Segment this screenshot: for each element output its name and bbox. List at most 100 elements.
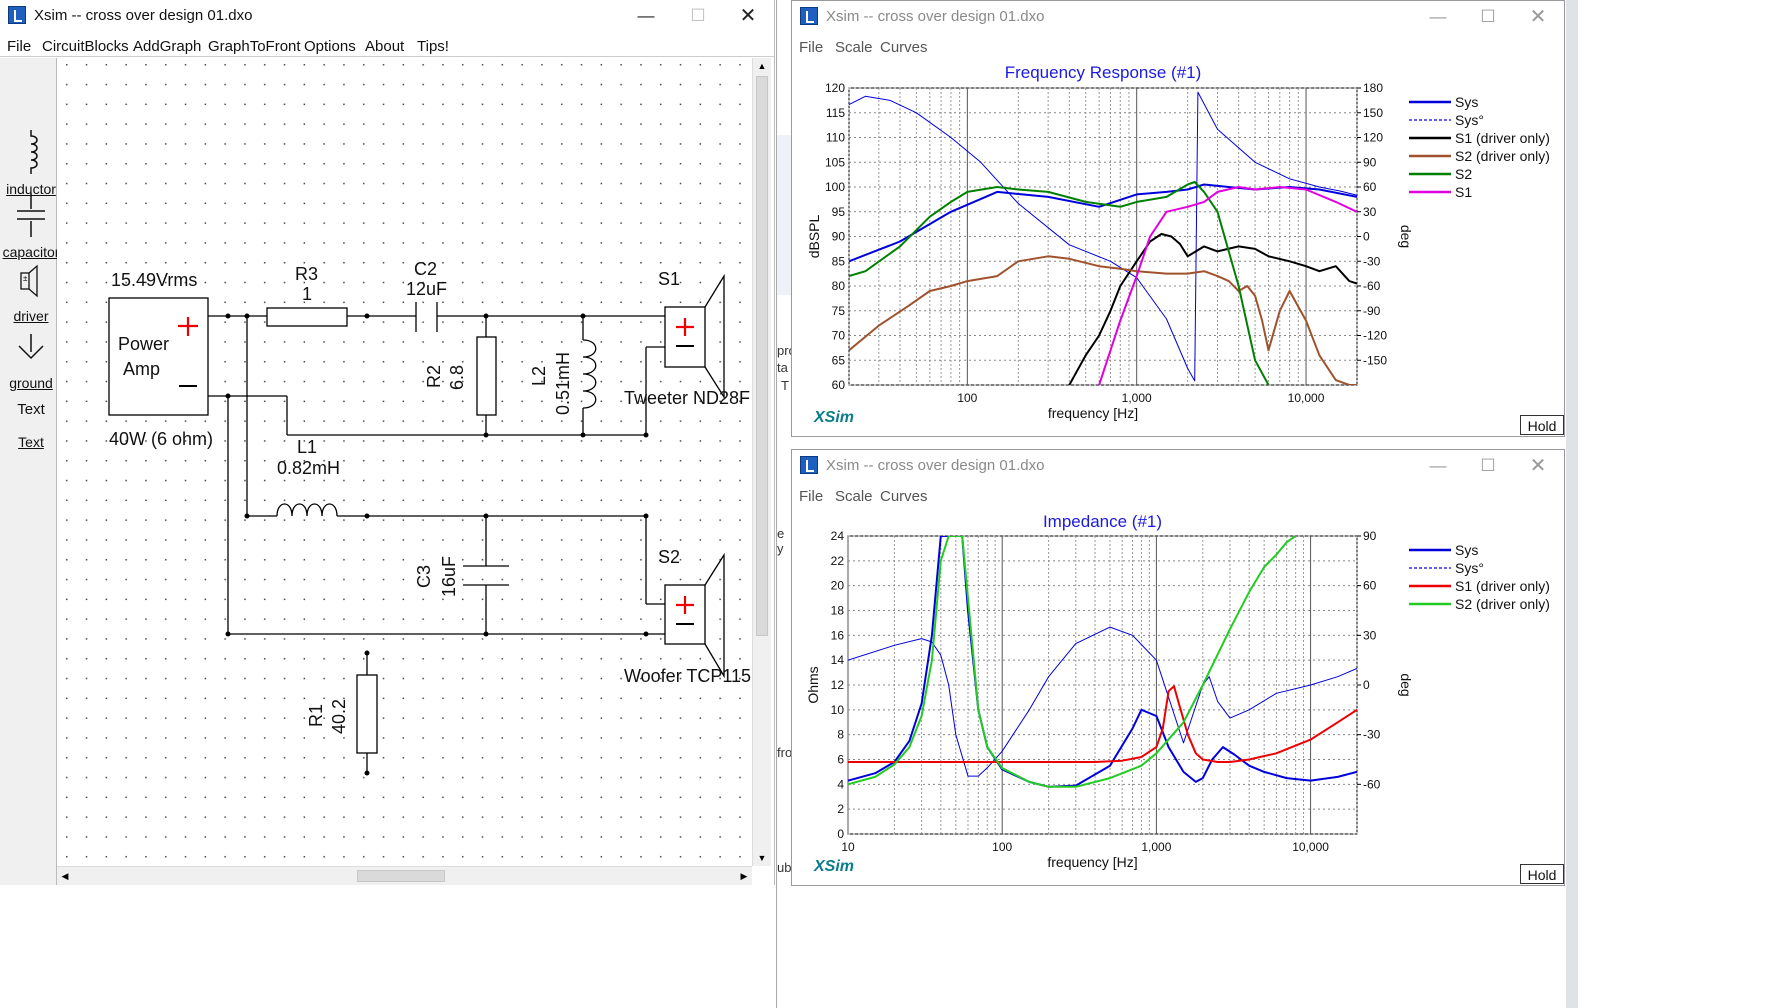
scroll-left-icon[interactable]: ◀: [61, 871, 69, 881]
c2-name: C2: [414, 259, 437, 279]
menu-tips[interactable]: Tips!: [417, 38, 449, 55]
menu-file[interactable]: File: [7, 38, 32, 55]
y2-tick-label: 180: [1363, 81, 1383, 95]
scroll-thumb[interactable]: [756, 76, 768, 636]
component-palette: inductor capacitor ± driver gr: [0, 58, 59, 998]
x-tick-label: 1,000: [1122, 391, 1152, 405]
menu-curves[interactable]: Curves: [880, 39, 928, 56]
scroll-down-icon[interactable]: ▼: [757, 853, 767, 863]
series-line-s2: [849, 181, 1270, 385]
menu-options[interactable]: Options: [304, 38, 356, 55]
maximize-icon[interactable]: ☐: [1480, 456, 1496, 475]
fr-titlebar[interactable]: Xsim -- cross over design 01.dxo — ☐ ✕: [792, 1, 1564, 33]
x-tick-label: 10,000: [1288, 391, 1325, 405]
horizontal-scrollbar[interactable]: ◀ ▶: [57, 866, 752, 885]
y2-tick-label: 0: [1363, 230, 1370, 244]
c2-value: 12uF: [406, 279, 447, 299]
y-tick-label: 60: [832, 378, 846, 392]
xsim-watermark: XSim: [813, 858, 854, 875]
y2-tick-label: 120: [1363, 131, 1383, 145]
palette-inductor[interactable]: inductor: [0, 128, 62, 197]
l1-value: 0.82mH: [277, 458, 340, 478]
menu-graphtofront[interactable]: GraphToFront: [208, 38, 301, 55]
close-icon[interactable]: ✕: [1529, 455, 1547, 477]
minimize-icon[interactable]: —: [637, 6, 655, 25]
palette-text[interactable]: Text: [0, 401, 62, 418]
maximize-icon[interactable]: ☐: [1480, 7, 1496, 26]
r2-name: R2: [424, 365, 444, 388]
palette-label: Text: [18, 434, 44, 450]
schematic-canvas[interactable]: 15.49Vrms Power Amp 40W (6 ohm) R3 1 C2 …: [57, 58, 752, 866]
menu-addgraph[interactable]: AddGraph: [133, 38, 202, 55]
y2-tick-label: 60: [1363, 579, 1377, 593]
menu-file[interactable]: File: [799, 488, 824, 505]
hold-button[interactable]: Hold: [1520, 415, 1564, 435]
palette-driver[interactable]: ± driver: [0, 263, 62, 324]
series-line-s1: [1098, 186, 1357, 385]
y-tick-label: 120: [825, 81, 845, 95]
y-tick-label: 14: [831, 653, 845, 667]
series-group: [849, 91, 1357, 385]
r3-name: R3: [295, 264, 318, 284]
y-tick-label: 0: [837, 827, 844, 841]
menu-curves[interactable]: Curves: [880, 488, 928, 505]
x-tick-label: 100: [957, 391, 977, 405]
menu-scale[interactable]: Scale: [835, 488, 873, 505]
x-tick-label: 100: [992, 840, 1012, 854]
ground-icon: [18, 334, 44, 360]
y-tick-label: 16: [831, 628, 845, 642]
menu-about[interactable]: About: [365, 38, 405, 55]
y2-tick-label: 30: [1363, 628, 1377, 642]
fragment: T: [781, 378, 789, 393]
capacitor-icon: [17, 193, 45, 237]
driver-icon: ±: [20, 264, 38, 298]
menu-circuitblocks[interactable]: CircuitBlocks: [42, 38, 129, 55]
y2-tick-label: -90: [1363, 304, 1381, 318]
impedance-chart[interactable]: Impedance (#1)24222018161412108642090603…: [792, 509, 1564, 885]
palette-ground[interactable]: ground: [0, 330, 62, 391]
legend-label: S2 (driver only): [1455, 596, 1550, 612]
y-tick-label: 90: [832, 230, 846, 244]
hscroll-thumb[interactable]: [357, 870, 445, 882]
y2-tick-label: 150: [1363, 106, 1383, 120]
chart-title: Impedance (#1): [1043, 512, 1162, 531]
x-axis-label: frequency [Hz]: [1047, 854, 1137, 870]
impedance-window: Xsim -- cross over design 01.dxo — ☐ ✕ F…: [791, 449, 1565, 886]
scroll-right-icon[interactable]: ▶: [740, 871, 748, 881]
main-window: Xsim -- cross over design 01.dxo — ☐ ✕ F…: [0, 0, 775, 1008]
imp-titlebar[interactable]: Xsim -- cross over design 01.dxo — ☐ ✕: [792, 450, 1564, 482]
c3-name: C3: [414, 565, 434, 588]
close-icon[interactable]: ✕: [739, 5, 757, 27]
l2-value: 0.51mH: [553, 352, 573, 415]
y2-axis-label: deg: [1398, 673, 1414, 696]
vertical-scrollbar[interactable]: ▲ ▼: [752, 58, 771, 866]
app-icon: [800, 7, 818, 25]
series-line-sys-: [849, 91, 1357, 382]
desktop-right-edge: [1566, 0, 1578, 1008]
fragment: fro: [777, 745, 793, 760]
imp-window-title: Xsim -- cross over design 01.dxo: [826, 457, 1045, 474]
legend-label: S1 (driver only): [1455, 130, 1550, 146]
fr-window-title: Xsim -- cross over design 01.dxo: [826, 8, 1045, 25]
minimize-icon[interactable]: —: [1429, 456, 1447, 475]
minimize-icon[interactable]: —: [1429, 7, 1447, 26]
plot-area: [847, 535, 1358, 835]
frequency-response-chart[interactable]: Frequency Response (#1) 120 115 110 105 100 95…: [792, 60, 1564, 436]
scroll-up-icon[interactable]: ▲: [757, 61, 767, 71]
y-tick-label: 2: [837, 802, 844, 816]
maximize-icon[interactable]: ☐: [690, 6, 706, 25]
r3-value: 1: [302, 284, 312, 304]
main-titlebar[interactable]: Xsim -- cross over design 01.dxo — ☐ ✕: [0, 0, 774, 32]
close-icon[interactable]: ✕: [1529, 6, 1547, 28]
menu-scale[interactable]: Scale: [835, 39, 873, 56]
legend: Sys Sys° S1 (driver only) S2 (driver only): [1409, 542, 1550, 612]
y-tick-label: 80: [832, 279, 846, 293]
y-tick-label: 70: [832, 329, 846, 343]
amp-label-line2: Amp: [123, 359, 160, 379]
hold-button[interactable]: Hold: [1520, 864, 1564, 884]
palette-text-label[interactable]: Text: [0, 434, 62, 450]
palette-capacitor[interactable]: capacitor: [0, 191, 62, 260]
menu-file[interactable]: File: [799, 39, 824, 56]
y-tick-label: 8: [837, 728, 844, 742]
legend-label: S1 (driver only): [1455, 578, 1550, 594]
